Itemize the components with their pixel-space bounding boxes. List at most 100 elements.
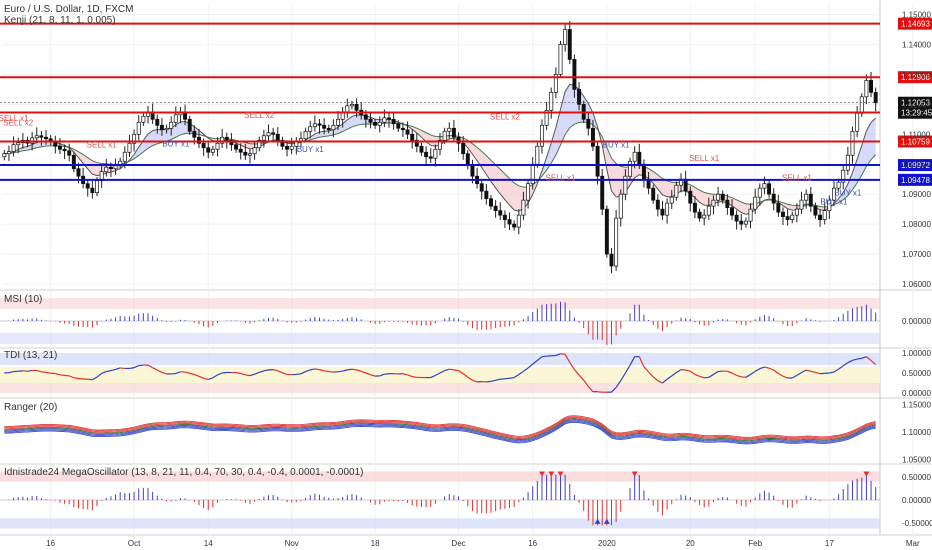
mega-upper-band (0, 471, 880, 482)
candle (845, 146, 850, 176)
candle-body (623, 175, 628, 195)
candle (785, 209, 790, 226)
candle (716, 186, 721, 207)
tdi-label: TDI (13, 21) (4, 350, 57, 361)
candle (864, 74, 869, 105)
candle-body (651, 187, 656, 201)
candle-body (331, 124, 336, 131)
tdi-mid-band (0, 367, 880, 383)
candle-body (841, 169, 846, 183)
candle (238, 143, 243, 160)
tdi-line-segment (412, 376, 417, 378)
candle-body (326, 127, 331, 131)
tdi-line-segment (611, 386, 617, 393)
candle (618, 189, 623, 227)
candle-body (57, 145, 62, 150)
candle (813, 202, 818, 219)
ma-cloud-segment (741, 202, 746, 215)
candle (266, 124, 271, 141)
last-price-label: 1.12053 (901, 99, 930, 108)
tdi-line-segment (657, 380, 663, 384)
ranger-tick-label: 1.15000 (902, 400, 931, 409)
tdi-line-segment (791, 374, 798, 379)
candle (586, 113, 591, 136)
tdi-line-segment (490, 379, 496, 382)
candle-body (790, 214, 795, 220)
candle-body (799, 199, 804, 210)
ma-cloud-segment (555, 109, 561, 156)
candle (818, 209, 823, 227)
tdi-line-segment (676, 369, 682, 374)
candle (451, 119, 456, 143)
tdi-line-segment (379, 373, 385, 377)
candle (354, 98, 359, 118)
candle (169, 116, 174, 136)
ma-cloud-segment (148, 130, 153, 149)
candle-body (113, 165, 118, 170)
tdi-line-segment (110, 368, 116, 372)
candle (62, 144, 67, 160)
candle-body (665, 202, 670, 216)
tdi-line-segment (296, 373, 302, 376)
candle-body (396, 123, 401, 129)
tdi-line-segment (240, 372, 246, 376)
tdi-line-segment (235, 371, 241, 375)
candle-body (210, 148, 215, 153)
candle-body (493, 205, 498, 211)
tdi-line-segment (439, 370, 445, 374)
tdi-line-segment (45, 371, 51, 374)
ma-cloud-segment (27, 144, 33, 151)
ma-cloud-segment (486, 155, 491, 182)
ma-cloud-segment (546, 142, 552, 171)
tdi-line-segment (277, 370, 283, 374)
candle (67, 143, 72, 162)
x-tick-label: 17 (825, 539, 834, 548)
ma-cloud-segment (324, 130, 329, 137)
tdi-line-segment (662, 378, 668, 384)
candle-body (354, 103, 359, 111)
price-tick-label: 1.15000 (902, 10, 931, 19)
candle (674, 181, 679, 201)
tdi-line-segment (263, 369, 269, 372)
candle-body (781, 211, 785, 217)
candle (173, 106, 178, 128)
candle-body (586, 118, 591, 129)
candle-body (303, 130, 308, 140)
tdi-lower-band (0, 383, 880, 393)
candle (572, 54, 577, 98)
ma-cloud-segment (871, 118, 876, 160)
candle (257, 136, 262, 152)
candle-body (405, 129, 410, 135)
tdi-line-segment (300, 371, 306, 375)
candle-body (368, 118, 373, 123)
tdi-line-segment (842, 362, 849, 367)
tdi-line-segment (764, 366, 770, 369)
candle-body (414, 139, 419, 147)
candle (16, 137, 21, 154)
tdi-line-segment (449, 368, 454, 371)
candle-body (461, 142, 466, 155)
ma-cloud-segment (472, 143, 478, 161)
candle-body (285, 145, 290, 150)
candle (563, 23, 568, 52)
mega-tick-label: 0.50000 (902, 473, 931, 482)
candle (252, 140, 257, 160)
tdi-line-segment (736, 374, 742, 378)
candle-body (660, 208, 665, 216)
candle (2, 150, 7, 161)
x-tick-label: 14 (204, 539, 213, 548)
candle-body (716, 193, 721, 201)
tdi-line-segment (55, 372, 61, 376)
candle-body (702, 214, 707, 219)
candle-body (730, 207, 734, 216)
tdi-line-segment (444, 368, 450, 372)
candle (377, 116, 382, 133)
ma-cloud-segment (514, 182, 519, 212)
candle-body (808, 193, 813, 207)
candle-body (197, 136, 201, 144)
candle (688, 186, 693, 212)
candle-body (743, 220, 748, 225)
candle (553, 67, 558, 99)
price-tick-label: 1.07000 (902, 250, 931, 259)
